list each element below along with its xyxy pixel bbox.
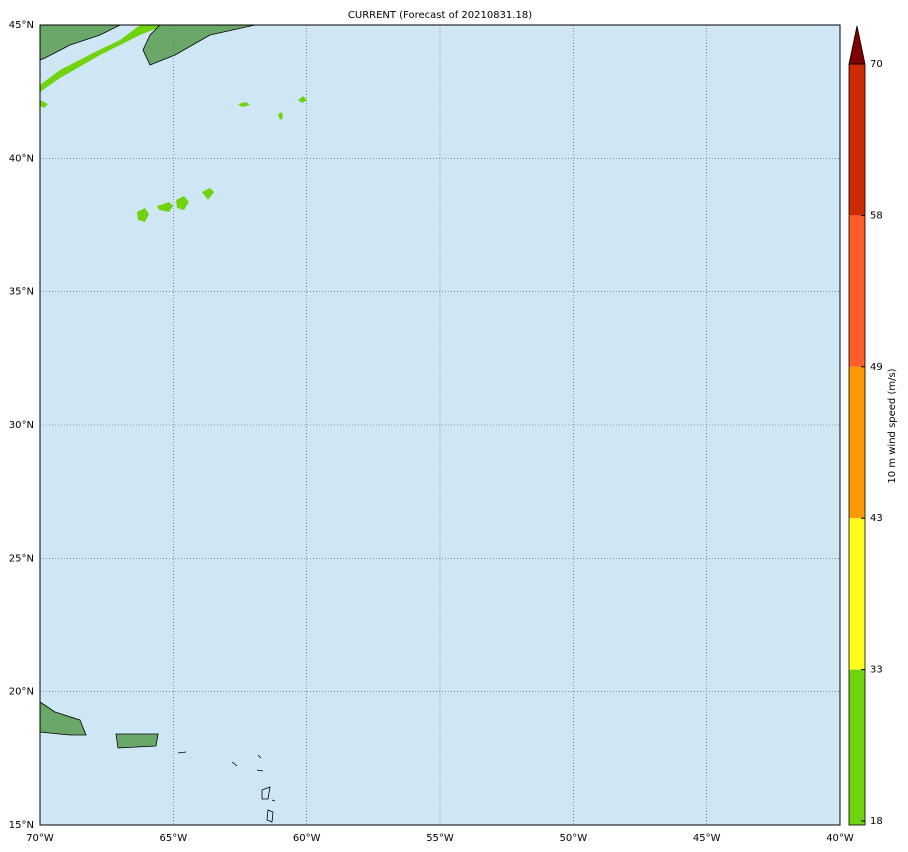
colorbar-frame	[848, 63, 866, 826]
x-tick-label: 40°W	[826, 833, 854, 844]
y-tick-label: 35°N	[9, 287, 34, 298]
y-tick-label: 30°N	[9, 420, 34, 431]
title: CURRENT (Forecast of 20210831.18)	[348, 10, 532, 21]
colorbar-tick-label: 18	[870, 816, 883, 827]
y-tick-label: 20°N	[9, 687, 34, 698]
colorbar-extend	[848, 25, 866, 65]
land-and-wind	[39, 24, 307, 823]
colorbar-tick-label: 49	[870, 362, 883, 373]
x-tick-label: 65°W	[160, 833, 188, 844]
colorbar-segment	[849, 215, 865, 367]
y-tick-label: 15°N	[9, 820, 34, 831]
colorbar-tick-label: 70	[870, 59, 883, 70]
y-tick-label: 25°N	[9, 553, 34, 564]
y-tick-label: 40°N	[9, 153, 34, 164]
colorbar-segment	[849, 366, 865, 519]
colorbar-tick-label: 33	[870, 665, 883, 676]
x-tick-label: 55°W	[426, 833, 454, 844]
x-tick-label: 45°W	[693, 833, 721, 844]
colorbar-tick-label: 58	[870, 210, 883, 221]
x-tick-label: 70°W	[26, 833, 54, 844]
colorbar-tick-label: 43	[870, 513, 883, 524]
x-tick-label: 50°W	[560, 833, 588, 844]
colorbar-segment	[849, 518, 865, 670]
x-tick-label: 60°W	[293, 833, 321, 844]
colorbar-segment	[849, 64, 865, 216]
y-tick-label: 45°N	[9, 20, 34, 31]
colorbar-segment	[849, 669, 865, 825]
colorbar-label: 10 m wind speed (m/s)	[887, 368, 898, 483]
